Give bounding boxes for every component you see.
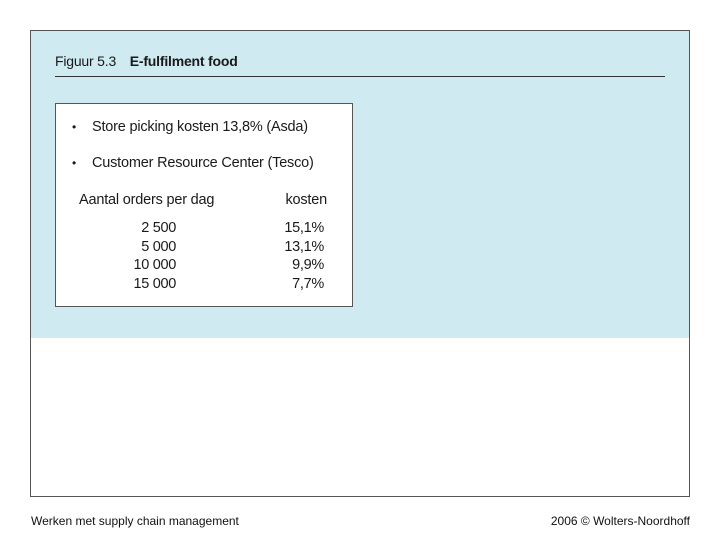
table-row: 5 000 13,1% [56,239,352,258]
column-header-orders: Aantal orders per dag [79,192,215,208]
bullet-dot-icon: • [72,120,77,134]
orders-cell: 5 000 [141,238,176,255]
bullet-text: Customer Resource Center (Tesco) [92,155,314,171]
table-row: 2 500 15,1% [56,220,352,239]
column-header-kosten: kosten [285,192,327,208]
orders-cell: 10 000 [133,257,176,273]
table-row: 10 000 9,9% [56,257,352,276]
figure-name: E-fulfilment food [129,53,238,69]
cost-table: 2 500 15,1% 5 000 13,1% 10 000 9,9% 15 0… [56,220,352,294]
kosten-cell: 9,9% [292,257,324,273]
figure-number: Figuur 5.3 [55,53,117,69]
footer-copyright: 2006 © Wolters-Noordhoff [550,514,690,528]
bullet-item-asda: • Store picking kosten 13,8% (Asda) [72,119,308,135]
footer-book-title: Werken met supply chain management [31,514,239,528]
content-box: • Store picking kosten 13,8% (Asda) • Cust… [55,103,353,307]
kosten-cell: 13,1% [284,238,324,255]
bullet-item-tesco: • Customer Resource Center (Tesco) [72,155,314,171]
orders-cell: 15 000 [133,275,176,292]
bullet-text: Store picking kosten 13,8% (Asda) [92,119,308,135]
kosten-cell: 15,1% [284,220,324,236]
orders-cell: 2 500 [141,220,176,236]
title-divider [55,76,665,77]
table-row: 15 000 7,7% [56,276,352,295]
figure-title: Figuur 5.3 E-fulfilment food [55,53,238,69]
slide-frame: Figuur 5.3 E-fulfilment food • Store pick… [30,30,690,497]
bullet-dot-icon: • [72,156,77,170]
figure-panel: Figuur 5.3 E-fulfilment food • Store pick… [31,31,689,338]
kosten-cell: 7,7% [292,275,324,292]
